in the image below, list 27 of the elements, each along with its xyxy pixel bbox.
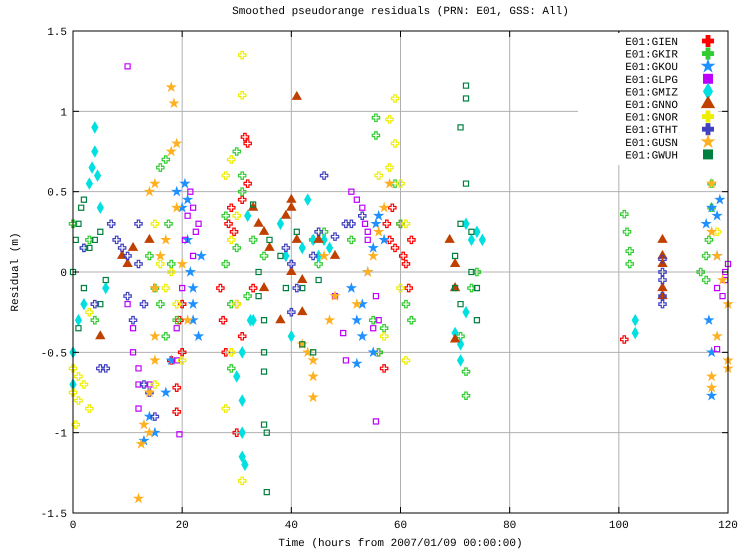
x-axis-title: Time (hours from 2007/01/09 00:00:00)	[278, 538, 523, 550]
y-axis-title: Residual (m)	[10, 232, 22, 312]
legend-label: E01:GLPG	[625, 74, 678, 87]
x-tick-label: 60	[394, 520, 408, 532]
y-tick-label: -1.5	[40, 509, 67, 521]
legend-label: E01:GNNO	[625, 100, 678, 112]
y-tick-label: 1.5	[47, 27, 67, 39]
y-tick-label: -1	[54, 428, 68, 441]
legend-label: E01:GTHT	[625, 125, 678, 138]
legend-label: E01:GMIZ	[625, 87, 678, 100]
x-tick-label: 20	[176, 520, 189, 532]
y-tick-label: -0.5	[40, 348, 67, 360]
legend-label: E01:GUSN	[625, 138, 678, 150]
legend-label: E01:GKIR	[625, 50, 678, 62]
y-tick-label: 0.5	[47, 188, 67, 200]
x-tick-label: 80	[503, 520, 516, 532]
legend-label: E01:GIEN	[625, 37, 678, 49]
y-tick-label: 0	[60, 268, 67, 280]
legend-label: E01:GWUH	[625, 150, 678, 162]
y-tick-label: 1	[60, 107, 68, 120]
x-tick-label: 120	[718, 520, 738, 532]
x-tick-label: 0	[70, 520, 76, 532]
x-tick-label: 100	[608, 520, 629, 532]
legend-label: E01:GNOR	[625, 112, 678, 125]
legend-label: E01:GKOU	[625, 62, 678, 74]
chart-title: Smoothed pseudorange residuals (PRN: E01, GSS: All)	[232, 6, 569, 18]
x-tick-label: 40	[284, 520, 298, 532]
